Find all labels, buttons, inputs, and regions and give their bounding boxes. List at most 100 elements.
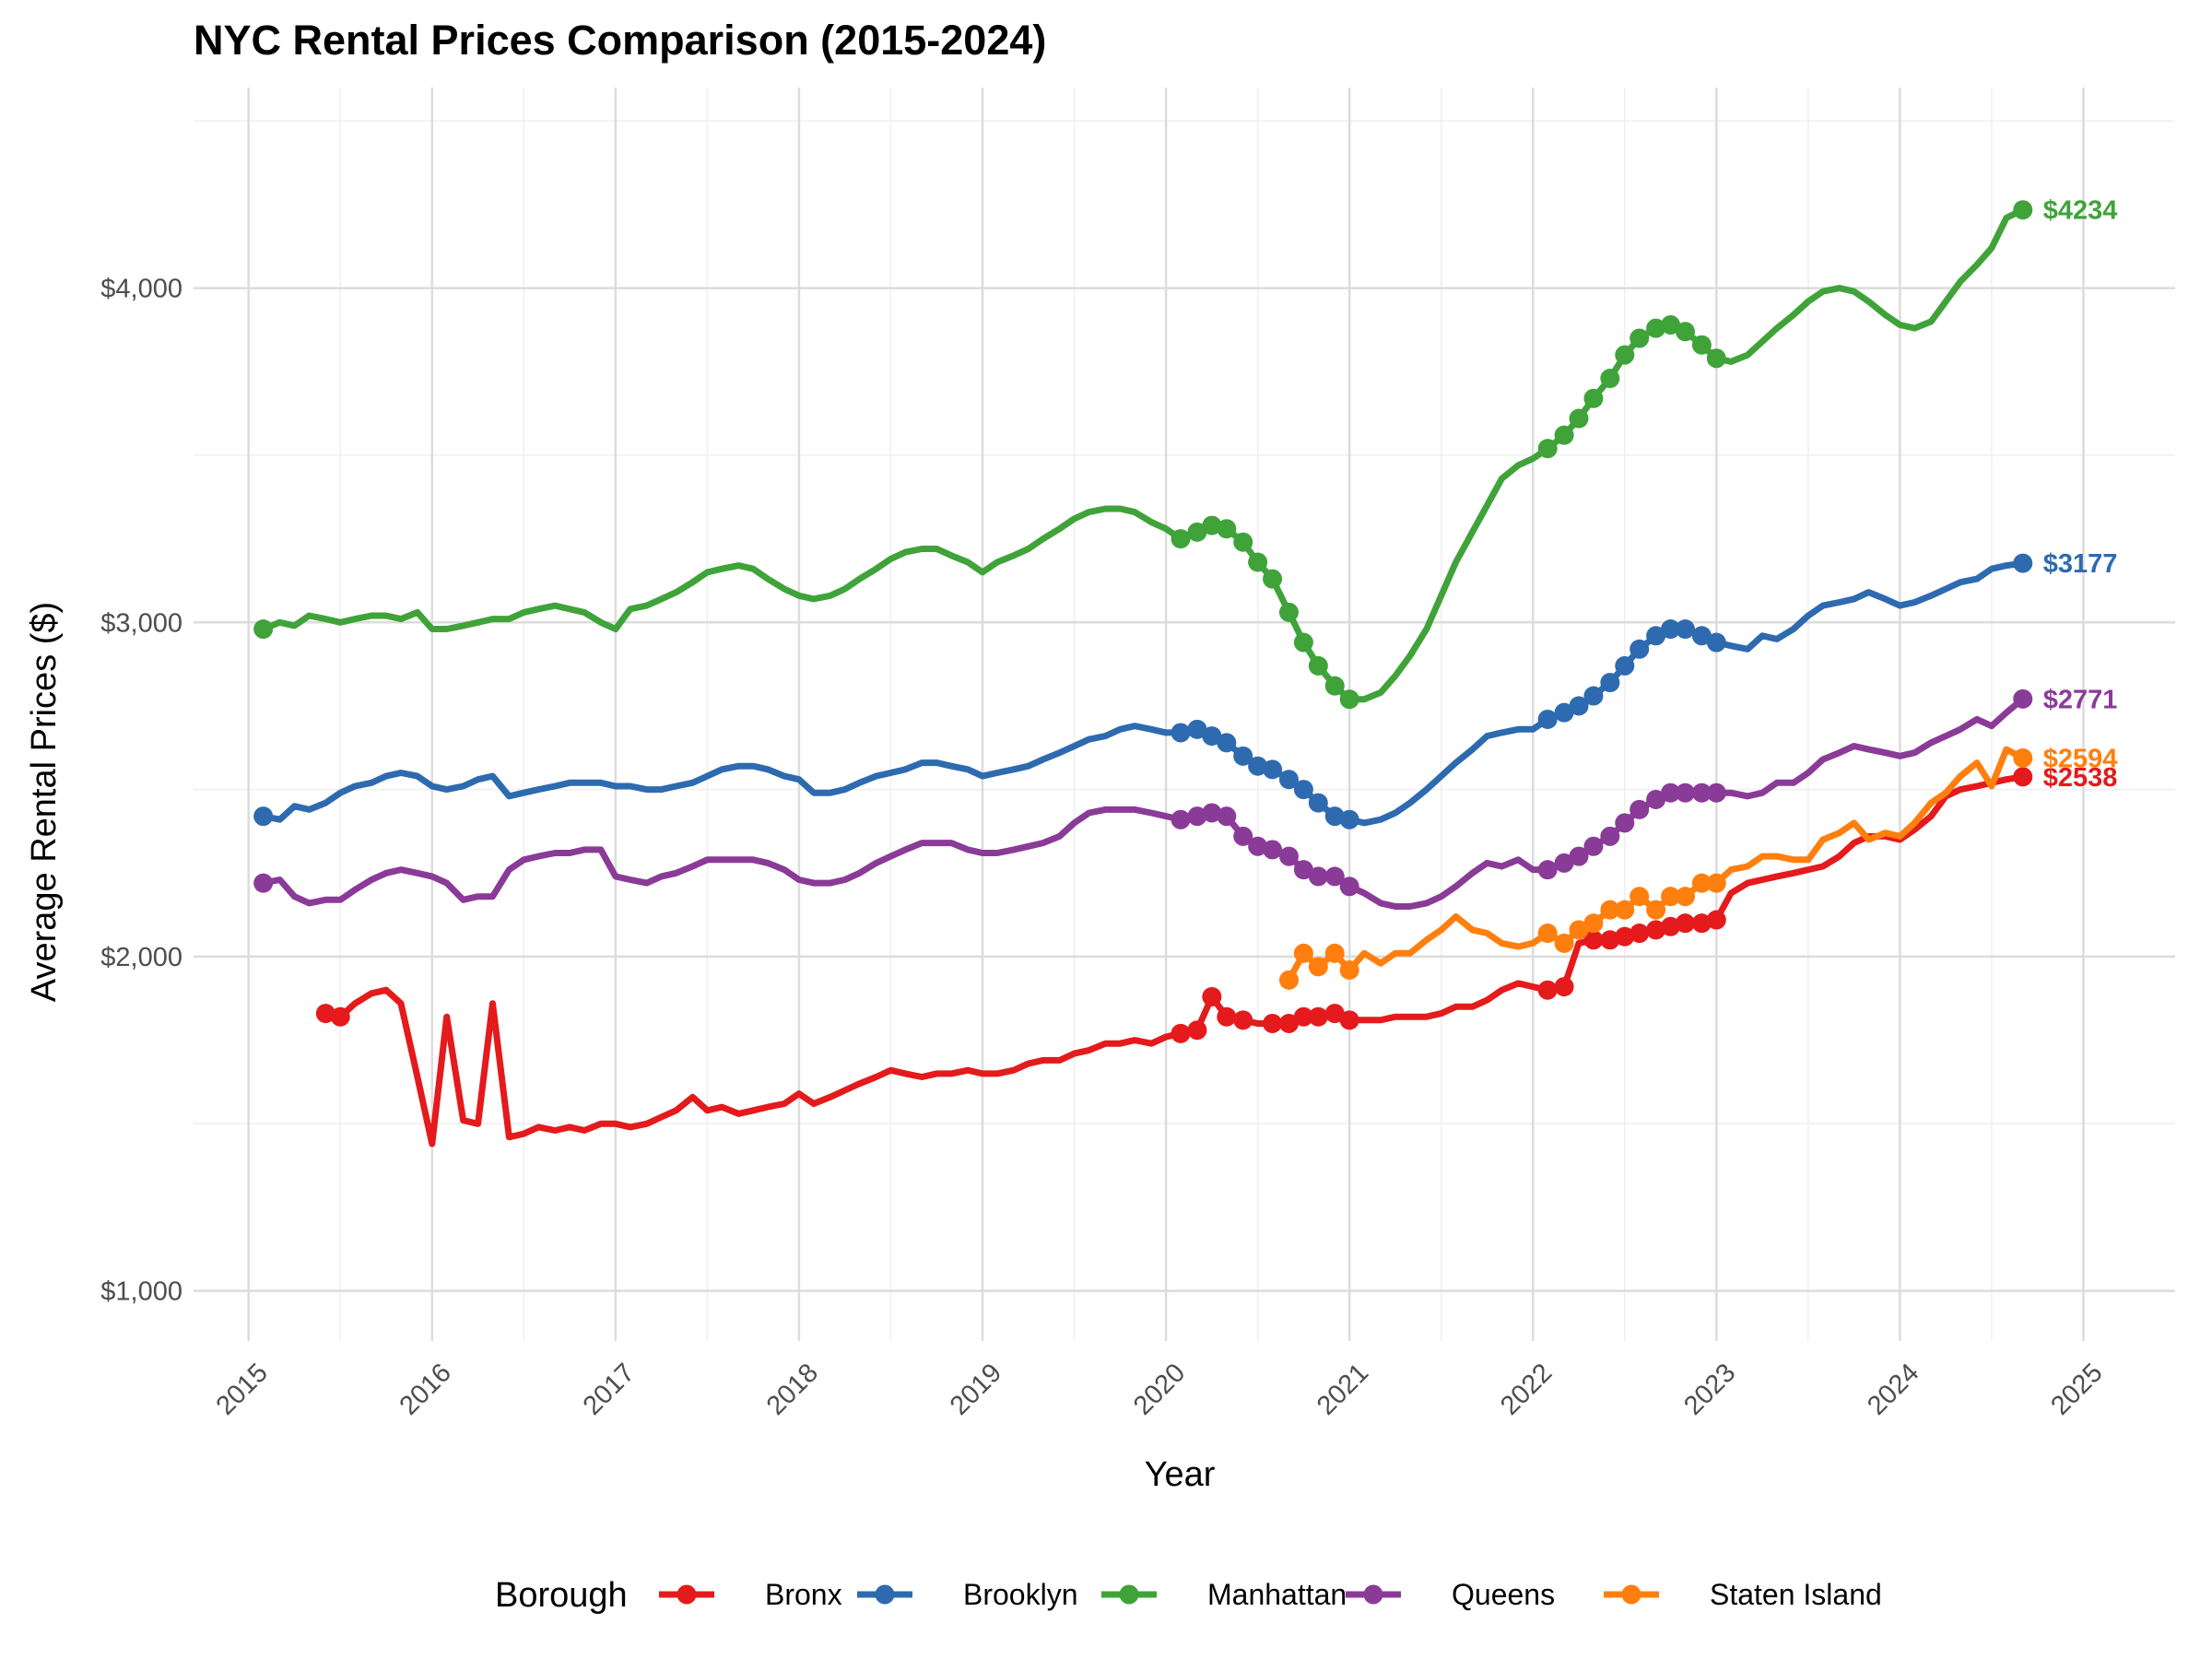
x-axis-title: Year	[1145, 1455, 1216, 1494]
data-point	[1675, 322, 1695, 342]
series-line	[260, 695, 2027, 910]
data-point	[1202, 726, 1222, 747]
data-point	[1202, 986, 1222, 1006]
legend-item-queens: Queens	[1346, 1578, 1555, 1611]
x-tick-label: 2018	[761, 1358, 824, 1420]
data-point	[330, 1006, 350, 1027]
data-point	[1248, 552, 1268, 572]
data-point	[1339, 689, 1359, 710]
data-point	[1537, 924, 1558, 944]
data-point	[1171, 529, 1191, 549]
data-point	[1706, 782, 1726, 803]
data-point	[1324, 1004, 1345, 1024]
data-point	[1324, 676, 1345, 696]
data-point	[1706, 348, 1726, 369]
data-point	[1675, 913, 1695, 934]
data-point	[1217, 1006, 1237, 1027]
data-point	[1263, 569, 1283, 589]
series-line	[260, 206, 2027, 703]
data-point	[1293, 1006, 1313, 1027]
data-point	[1324, 943, 1345, 963]
x-tick-label: 2025	[2045, 1358, 2108, 1420]
series-bronx: $2538	[315, 763, 2117, 1147]
data-point	[1278, 602, 1299, 622]
data-point	[1615, 926, 1635, 947]
data-point	[1706, 910, 1726, 930]
legend-swatch-marker	[1363, 1584, 1383, 1605]
legend-item-brooklyn: Brooklyn	[857, 1578, 1078, 1611]
data-point	[1569, 408, 1589, 429]
data-point	[1630, 639, 1650, 659]
legend-swatch-marker	[1621, 1584, 1641, 1605]
data-point	[1217, 733, 1237, 753]
data-point	[1706, 632, 1726, 653]
data-point	[1661, 314, 1681, 335]
end-value-label: $4234	[2043, 196, 2118, 226]
data-point	[1537, 980, 1558, 1000]
x-tick-label: 2016	[394, 1358, 457, 1420]
data-point	[315, 1004, 335, 1024]
series-staten-island: $2594	[1278, 745, 2118, 990]
data-point	[1691, 913, 1712, 934]
data-point	[1293, 943, 1313, 963]
legend-item-bronx: Bronx	[659, 1578, 842, 1611]
data-point	[1233, 746, 1253, 766]
data-point	[1691, 335, 1712, 355]
series-manhattan: $4234	[253, 196, 2118, 710]
legend-label: Staten Island	[1710, 1578, 1882, 1611]
data-point	[1691, 782, 1712, 803]
data-point	[1706, 873, 1726, 893]
end-value-label: $2594	[2043, 745, 2118, 774]
data-point	[1233, 532, 1253, 552]
data-point	[1233, 1010, 1253, 1030]
legend-item-manhattan: Manhattan	[1101, 1578, 1347, 1611]
data-point	[1339, 809, 1359, 830]
data-point	[1554, 853, 1574, 873]
data-point	[253, 806, 274, 827]
data-point	[2013, 688, 2033, 709]
data-point	[1233, 826, 1253, 846]
data-point	[1278, 846, 1299, 866]
data-point	[1248, 836, 1268, 856]
data-point	[1278, 1013, 1299, 1033]
y-tick-label: $3,000	[100, 608, 182, 638]
y-tick-label: $4,000	[100, 275, 182, 304]
data-point	[1263, 1013, 1283, 1033]
data-point	[1339, 877, 1359, 897]
data-point	[1339, 959, 1359, 980]
data-point	[1217, 519, 1237, 539]
data-point	[1187, 719, 1207, 739]
data-point	[1661, 619, 1681, 640]
data-point	[1278, 770, 1299, 790]
data-point	[1583, 836, 1604, 856]
data-point	[1308, 866, 1328, 887]
data-point	[1308, 793, 1328, 813]
data-point	[1308, 1006, 1328, 1027]
data-point	[1537, 439, 1558, 459]
data-point	[1171, 1023, 1191, 1043]
x-tick-label: 2020	[1128, 1358, 1191, 1420]
data-point	[1600, 900, 1620, 920]
data-point	[1202, 515, 1222, 535]
end-value-label: $2771	[2043, 685, 2118, 714]
legend-swatch-marker	[677, 1584, 697, 1605]
data-point	[1293, 632, 1313, 653]
data-point	[1537, 860, 1558, 880]
x-tick-label: 2015	[211, 1358, 274, 1420]
data-point	[1308, 957, 1328, 977]
y-tick-label: $1,000	[100, 1277, 182, 1307]
data-point	[1646, 920, 1666, 940]
data-point	[1600, 369, 1620, 389]
data-point	[1646, 900, 1666, 920]
data-point	[1600, 673, 1620, 693]
data-point	[1630, 887, 1650, 907]
data-point	[1554, 702, 1574, 723]
legend-label: Queens	[1452, 1578, 1555, 1611]
data-point	[1171, 809, 1191, 830]
legend: Borough Bronx Brooklyn Manhattan Queens Stat…	[495, 1576, 1882, 1615]
y-axis-title: Average Rental Prices ($)	[25, 602, 64, 1002]
y-tick-label: $2,000	[100, 943, 182, 972]
data-point	[1554, 425, 1574, 445]
data-point	[1324, 806, 1345, 827]
series-queens: $2771	[253, 685, 2118, 910]
